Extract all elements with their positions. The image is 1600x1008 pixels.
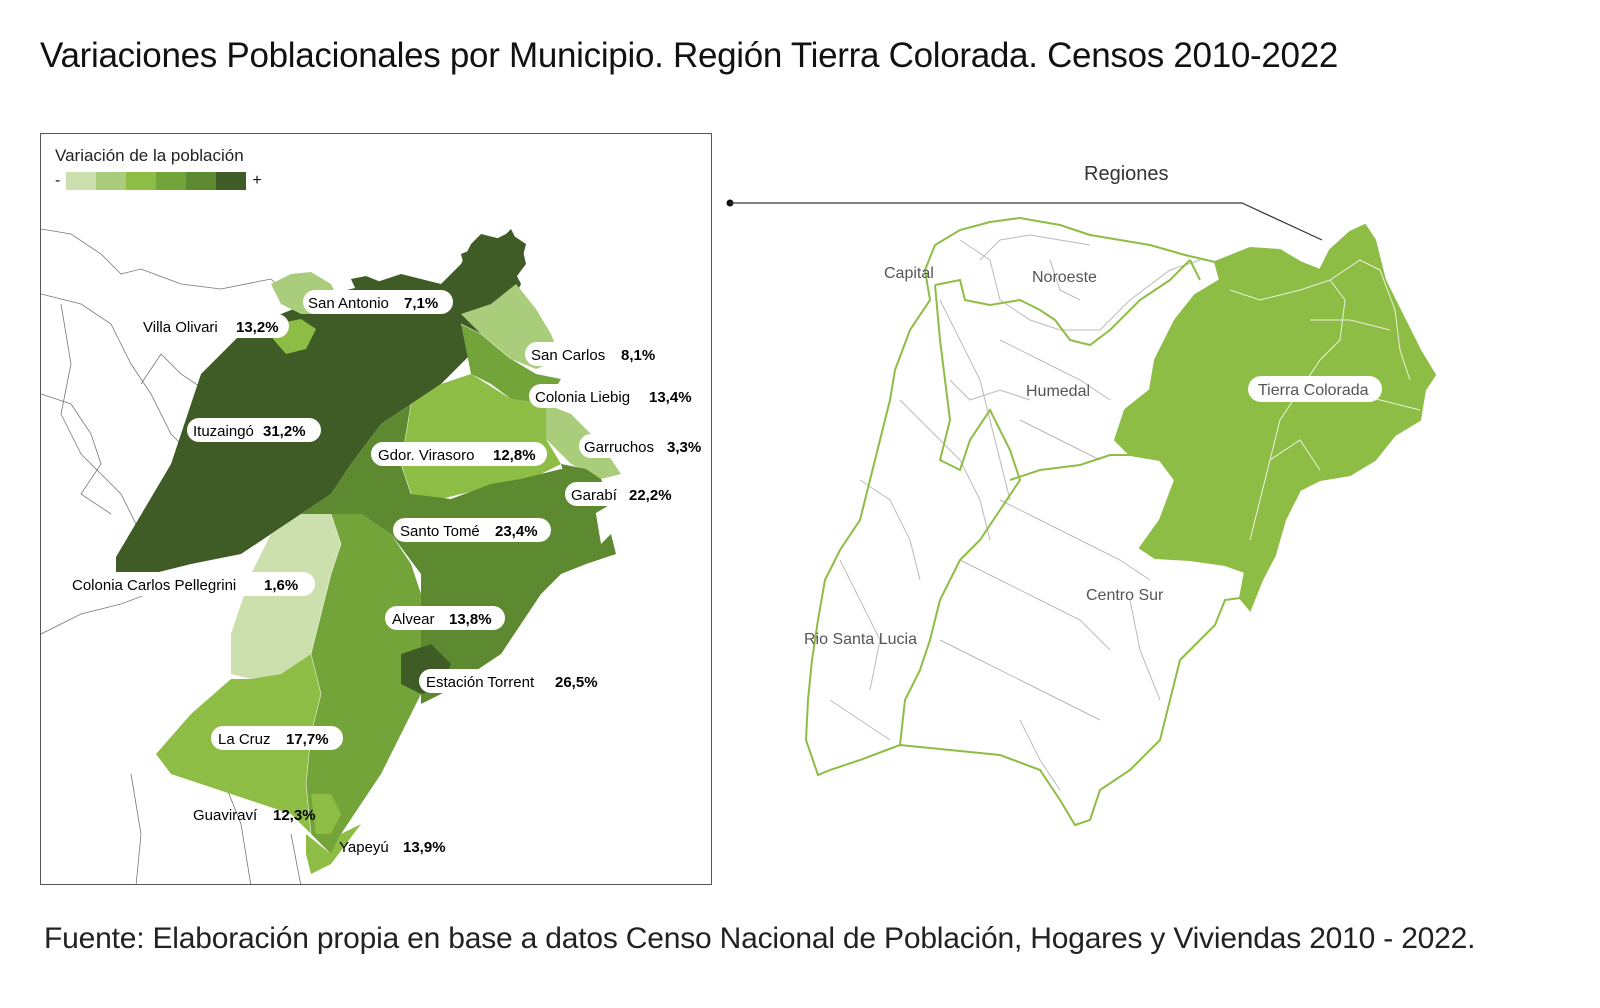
label-name: San Carlos [531,347,605,364]
label-la-cruz: La Cruz 17,7% [211,726,343,750]
region-yapeyu [306,824,361,874]
region-gdor-virasoro [401,374,561,499]
label-value: 31,2% [263,423,306,440]
region-label-rio-santa-lucia: Rio Santa Lucia [804,631,917,648]
region-label-tierra-colorada-pill [1248,376,1382,402]
region-label-capital: Capital [884,265,934,282]
label-value: 8,1% [621,347,655,364]
label-value: 13,4% [649,389,692,406]
label-guaviravi-name: Guaviraví [193,807,258,824]
neighbor-boundaries [41,228,302,884]
region-santo-tome [301,404,616,704]
label-value: 12,8% [493,447,536,464]
label-san-carlos: San Carlos 8,1% [525,342,665,366]
municipal-lines [829,234,1201,791]
region-labels: Capital Noroeste Humedal Tierra Colorada… [804,265,1382,648]
label-garruchos: Garruchos 3,3% [579,434,709,458]
region-colonia-liebig [461,324,561,404]
label-value: 17,7% [286,731,329,748]
label-colonia-carlos-pellegrini: Colonia Carlos Pellegrini 1,6% [65,572,315,596]
label-value: 23,4% [495,523,538,540]
label-name: Villa Olivari [143,319,218,336]
legend-swatch-2 [96,172,127,190]
legend-swatch-3 [126,172,157,190]
page-title: Variaciones Poblacionales por Municipio.… [40,36,1339,75]
legend: Variación de la población - + [55,146,262,190]
region-label-noroeste: Noroeste [1032,269,1097,286]
region-colonia-carlos-pellegrini [231,514,341,679]
municipality-map: Variación de la población - + [40,133,712,885]
label-ituzaingo: Ituzaingó 31,2% [187,418,321,442]
label-value: 13,8% [449,611,492,628]
label-name: Gdor. Virasoro [378,447,474,464]
legend-scale: - + [55,172,262,190]
label-garabi: Garabí 22,2% [565,482,683,506]
label-name: Alvear [392,611,435,628]
label-name: Colonia Liebig [535,389,630,406]
region-tierra-colorada-shape [1113,223,1437,612]
region-san-antonio-island [351,276,381,290]
region-ituzaingo [116,244,521,574]
legend-swatch-5 [186,172,217,190]
legend-swatch-4 [156,172,187,190]
legend-swatch-6 [216,172,247,190]
label-value: 1,6% [264,577,298,594]
label-name: Garabí [571,487,618,504]
label-santo-tome: Santo Tomé 23,4% [393,518,551,542]
regions-header: Regiones [1084,163,1169,185]
label-name: Santo Tomé [400,523,480,540]
label-villa-olivari: Villa Olivari 13,2% [137,314,289,338]
label-guaviravi-value: 12,3% [273,807,316,824]
label-name: Garruchos [584,439,654,456]
source-note: Fuente: Elaboración propia en base a dat… [44,922,1476,955]
label-value: 22,2% [629,487,672,504]
label-value: 7,1% [404,295,438,312]
leader-line [726,199,1323,241]
label-san-antonio: San Antonio 7,1% [303,290,453,314]
label-name: Ituzaingó [193,423,254,440]
label-name: Estación Torrent [426,674,535,691]
legend-plus: + [252,172,262,189]
municipality-map-svg: San Antonio 7,1% Villa Olivari 13,2% San… [41,228,709,884]
region-label-tierra-colorada: Tierra Colorada [1258,382,1369,399]
label-name: Colonia Carlos Pellegrini [72,577,236,594]
label-gdor-virasoro: Gdor. Virasoro 12,8% [371,442,547,466]
label-value: 13,2% [236,319,279,336]
label-yapeyu-name: Yapeyú [339,839,389,856]
legend-title: Variación de la población [55,146,244,165]
label-value: 26,5% [555,674,598,691]
label-yapeyu-value: 13,9% [403,839,446,856]
region-label-centro-sur: Centro Sur [1086,587,1164,604]
region-ituzaingo-peak [461,239,521,284]
legend-swatch-1 [66,172,97,190]
label-alvear: Alvear 13,8% [385,606,505,630]
region-guaviravi [311,794,341,834]
region-boundaries [804,216,1241,827]
label-colonia-liebig: Colonia Liebig 13,4% [529,384,705,408]
label-value: 3,3% [667,439,701,456]
region-alvear [306,514,421,854]
legend-swatches [66,172,247,190]
region-label-humedal: Humedal [1026,383,1090,400]
label-estacion-torrent: Estación Torrent 26,5% [419,669,611,693]
tierra-colorada-internal [1229,259,1421,541]
municipality-labels: San Antonio 7,1% Villa Olivari 13,2% San… [65,290,709,856]
legend-minus: - [55,172,61,189]
label-name: La Cruz [218,731,271,748]
label-name: San Antonio [308,295,389,312]
